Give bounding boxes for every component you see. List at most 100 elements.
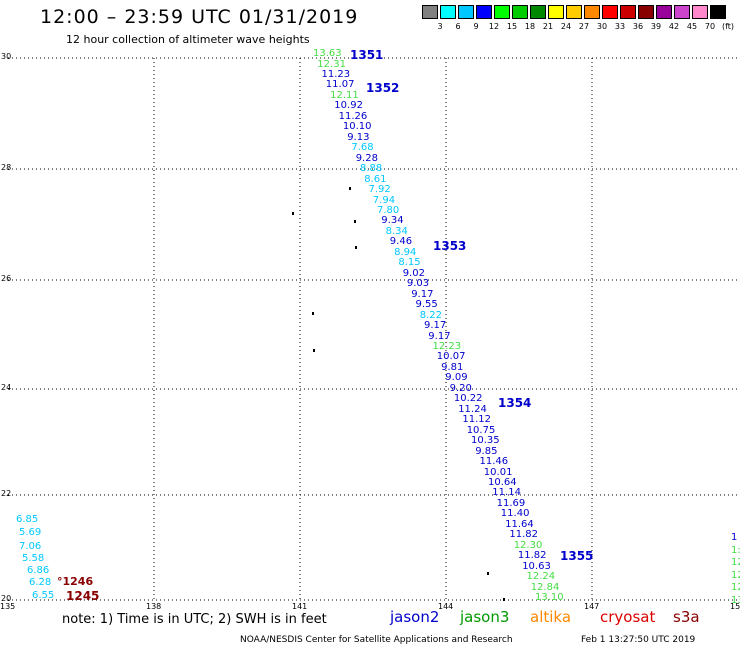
- wave-height-value: 7.94: [372, 194, 396, 206]
- wave-height-value: 10.10: [342, 121, 372, 133]
- legend-swatch: [692, 5, 708, 19]
- lon-label: 144: [438, 602, 454, 611]
- wave-height-value: 9.03: [406, 278, 430, 290]
- island-marker: [292, 212, 294, 215]
- wave-height-value: 11.12: [462, 414, 492, 426]
- wave-height-value: 9.09: [445, 372, 468, 384]
- wave-height-value: 12.84: [530, 581, 560, 593]
- satellite-label-jason2: jason2: [390, 608, 440, 626]
- wave-height-value: 11.24: [458, 403, 487, 415]
- wave-height-value: 11.40: [500, 508, 530, 520]
- wave-height-value: 9.85: [475, 445, 498, 457]
- wave-height-value: 10.01: [483, 466, 513, 478]
- wave-height-value: 12.31: [317, 58, 346, 70]
- legend-label: 42: [668, 22, 680, 31]
- pass-number: 1245: [66, 589, 100, 603]
- lat-label: 30: [1, 52, 12, 61]
- lat-label: 22: [1, 489, 12, 498]
- wave-height-value: 8.34: [385, 225, 408, 237]
- pass-number: °1246: [57, 575, 94, 588]
- legend-label: 36: [632, 22, 644, 31]
- wave-height-value: 10.75: [466, 424, 496, 436]
- wave-height-value: 12: [731, 582, 740, 593]
- footer-note: note: 1) Time is in UTC; 2) SWH is in fe…: [62, 612, 327, 627]
- wave-height-value: 7.06: [19, 541, 42, 552]
- wave-height-value: 11.82: [509, 529, 539, 541]
- island-marker: [354, 220, 356, 223]
- legend-label: 15: [506, 22, 518, 31]
- wave-height-value: 1:: [731, 544, 740, 556]
- wave-height-value: 1: [731, 532, 738, 543]
- page-subtitle: 12 hour collection of altimeter wave hei…: [66, 33, 310, 46]
- wave-height-value: 13: [731, 594, 740, 606]
- wave-height-value: 10.64: [488, 476, 517, 488]
- lat-label: 26: [1, 274, 12, 283]
- wave-height-value: 9.20: [449, 382, 472, 394]
- wave-height-value: 13.10: [535, 592, 564, 603]
- legend-label: 39: [650, 22, 662, 31]
- footer-timestamp: Feb 1 13:27:50 UTC 2019: [581, 635, 696, 645]
- wave-height-value: 8.94: [394, 246, 417, 258]
- wave-height-value: 9.17: [411, 288, 434, 300]
- legend-label: 12: [488, 22, 500, 31]
- legend-label: 30: [596, 22, 608, 31]
- wave-height-value: 9.55: [415, 299, 438, 311]
- wave-height-value: 5.69: [19, 527, 42, 538]
- wave-height-value: 11.46: [479, 456, 509, 467]
- lat-label: 24: [1, 383, 12, 392]
- wave-height-value: 12: [731, 557, 740, 568]
- satellite-label-s3a: s3a: [673, 608, 700, 626]
- legend-label: 24: [560, 22, 572, 31]
- page-title: 12:00 – 23:59 UTC 01/31/2019: [40, 6, 359, 28]
- lon-label: 138: [146, 602, 162, 611]
- legend-swatch: [566, 5, 582, 19]
- wave-height-value: 7.68: [351, 142, 374, 154]
- pass-number: 1352: [366, 81, 400, 95]
- wave-height-value: 12.23: [432, 340, 462, 352]
- legend-label: 45: [686, 22, 698, 31]
- wave-height-value: 9.46: [389, 236, 413, 248]
- pass-number: 1354: [498, 396, 532, 410]
- legend-swatch: [512, 5, 528, 19]
- wave-height-value: 10.35: [471, 435, 500, 447]
- wave-height-value: 7.80: [377, 204, 400, 216]
- island-marker: [487, 572, 489, 575]
- legend-label: 18: [524, 22, 536, 31]
- lon-label: 141: [292, 602, 308, 611]
- island-marker: [349, 187, 351, 190]
- legend-label: 6: [455, 22, 461, 31]
- legend-swatch: [674, 5, 690, 19]
- wave-height-value: 12.24: [526, 571, 556, 583]
- wave-height-value: 9.34: [381, 215, 404, 227]
- wave-height-value: 8.22: [419, 309, 442, 321]
- legend-label: (ft): [721, 22, 735, 31]
- wave-height-value: 12.30: [513, 539, 543, 551]
- pass-number: 1353: [433, 239, 467, 253]
- legend-swatch: [710, 5, 726, 19]
- wave-height-value: 11.26: [338, 110, 368, 122]
- island-marker: [503, 598, 505, 601]
- wave-height-value: 6.28: [29, 577, 52, 588]
- wave-height-value: 11.07: [325, 79, 355, 91]
- wave-height-value: 9.28: [355, 152, 378, 164]
- wave-height-value: 6.85: [16, 514, 39, 525]
- satellite-label-altika: altika: [530, 608, 572, 626]
- island-marker: [313, 349, 315, 352]
- wave-height-value: 9.13: [347, 131, 370, 143]
- wave-height-value: 10.07: [436, 351, 466, 363]
- legend-swatch: [548, 5, 564, 19]
- wave-height-value: 10.92: [334, 100, 363, 112]
- wave-height-value: 11.64: [505, 518, 534, 530]
- pass-number: 1351: [350, 48, 384, 62]
- wave-height-value: 7.92: [368, 184, 391, 195]
- legend-label: 3: [437, 22, 443, 31]
- legend-swatch: [458, 5, 474, 19]
- legend-label: 70: [704, 22, 716, 31]
- wave-height-value: 9.17: [424, 320, 447, 331]
- lon-label: 135: [0, 602, 16, 611]
- wave-height-value: 11.14: [492, 487, 521, 499]
- legend-swatch: [476, 5, 492, 19]
- wave-height-value: 9.02: [402, 267, 425, 279]
- lat-label: 28: [1, 163, 12, 172]
